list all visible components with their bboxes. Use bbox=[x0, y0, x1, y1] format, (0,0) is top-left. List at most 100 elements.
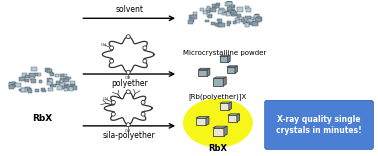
Bar bbox=[217, 19, 220, 21]
Bar bbox=[72, 86, 77, 90]
Polygon shape bbox=[237, 114, 240, 122]
Bar bbox=[28, 89, 33, 93]
Polygon shape bbox=[214, 77, 226, 78]
Bar bbox=[190, 18, 194, 22]
Bar bbox=[22, 73, 27, 77]
Bar bbox=[22, 88, 27, 92]
Polygon shape bbox=[228, 114, 240, 115]
Bar bbox=[21, 88, 25, 92]
Bar bbox=[65, 84, 68, 87]
Bar bbox=[226, 12, 230, 16]
Text: OH: OH bbox=[125, 76, 131, 80]
Bar bbox=[203, 11, 206, 14]
Bar bbox=[29, 73, 35, 78]
Bar bbox=[66, 85, 72, 90]
Bar bbox=[216, 3, 220, 6]
Polygon shape bbox=[228, 55, 230, 62]
Bar bbox=[223, 13, 226, 15]
Circle shape bbox=[112, 112, 115, 116]
Circle shape bbox=[143, 59, 147, 63]
Bar bbox=[200, 8, 204, 11]
Bar bbox=[231, 11, 236, 14]
Text: OH: OH bbox=[101, 43, 107, 47]
Circle shape bbox=[126, 90, 130, 94]
Bar bbox=[228, 2, 232, 4]
FancyBboxPatch shape bbox=[265, 100, 373, 149]
Bar bbox=[25, 79, 29, 82]
Bar bbox=[232, 9, 235, 11]
Text: OH: OH bbox=[102, 97, 109, 101]
Bar bbox=[248, 19, 253, 23]
Bar bbox=[225, 11, 229, 14]
Bar bbox=[255, 17, 260, 22]
Bar bbox=[206, 10, 210, 13]
Bar bbox=[235, 18, 239, 21]
Bar bbox=[48, 79, 53, 83]
Bar bbox=[210, 8, 216, 12]
Bar bbox=[25, 75, 29, 78]
Bar bbox=[253, 22, 258, 26]
Polygon shape bbox=[224, 126, 227, 136]
Bar bbox=[189, 15, 194, 19]
Bar bbox=[11, 85, 15, 87]
Bar bbox=[70, 81, 75, 85]
Bar bbox=[219, 8, 224, 12]
Circle shape bbox=[141, 100, 145, 104]
Bar bbox=[198, 70, 207, 76]
Bar bbox=[227, 0, 232, 3]
Bar bbox=[237, 7, 243, 12]
Bar bbox=[218, 19, 222, 23]
Bar bbox=[68, 77, 71, 79]
Bar bbox=[208, 14, 212, 17]
Bar bbox=[220, 56, 228, 62]
Bar bbox=[220, 9, 226, 13]
Bar bbox=[228, 115, 237, 122]
Circle shape bbox=[126, 70, 130, 74]
Bar bbox=[50, 85, 53, 87]
Bar bbox=[212, 4, 217, 8]
Circle shape bbox=[110, 59, 114, 63]
Bar bbox=[241, 19, 245, 22]
Bar bbox=[256, 17, 260, 21]
Text: Microcrystalline powder: Microcrystalline powder bbox=[183, 50, 266, 56]
Bar bbox=[196, 118, 206, 125]
Polygon shape bbox=[198, 68, 210, 70]
Text: OH: OH bbox=[125, 129, 131, 133]
Bar bbox=[31, 67, 37, 71]
Text: solvent: solvent bbox=[115, 5, 143, 14]
Bar bbox=[218, 10, 223, 14]
Bar bbox=[246, 8, 251, 12]
Bar bbox=[257, 17, 262, 21]
Polygon shape bbox=[220, 102, 232, 103]
Bar bbox=[227, 67, 235, 73]
Polygon shape bbox=[207, 68, 210, 76]
Bar bbox=[47, 82, 52, 85]
Circle shape bbox=[143, 46, 147, 50]
Bar bbox=[245, 6, 249, 9]
Bar bbox=[60, 83, 65, 87]
Bar bbox=[227, 21, 231, 24]
Bar bbox=[243, 18, 248, 22]
Bar bbox=[214, 78, 223, 86]
Bar bbox=[60, 78, 66, 82]
Bar bbox=[227, 24, 230, 26]
Bar bbox=[51, 84, 56, 87]
Bar bbox=[9, 82, 15, 87]
Bar bbox=[39, 80, 42, 83]
Text: RbX: RbX bbox=[33, 114, 53, 123]
Text: X-ray quality single
crystals in minutes!: X-ray quality single crystals in minutes… bbox=[276, 115, 362, 135]
Bar bbox=[206, 20, 209, 22]
Bar bbox=[12, 82, 16, 85]
Polygon shape bbox=[229, 102, 232, 110]
Text: RbX: RbX bbox=[208, 144, 228, 154]
Bar bbox=[30, 77, 34, 80]
Bar bbox=[42, 90, 46, 92]
Bar bbox=[227, 7, 232, 11]
Bar bbox=[48, 88, 53, 91]
Bar bbox=[64, 86, 67, 89]
Bar bbox=[11, 84, 15, 87]
Bar bbox=[239, 17, 244, 20]
Bar bbox=[246, 22, 250, 24]
Bar bbox=[70, 85, 74, 88]
Bar bbox=[232, 14, 235, 16]
